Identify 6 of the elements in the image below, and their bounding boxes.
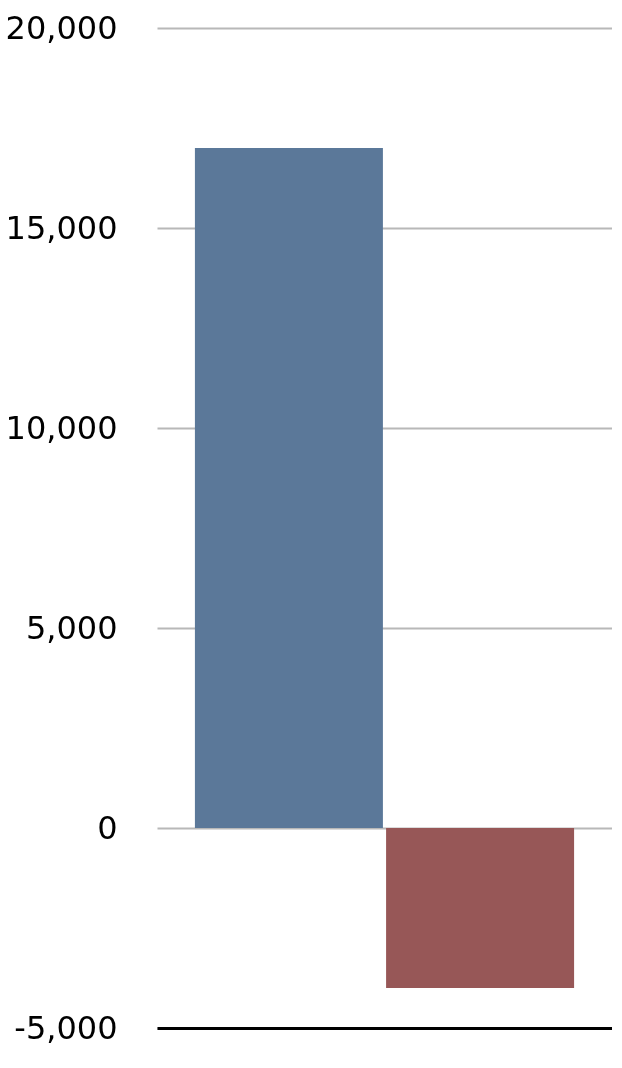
y-tick-label: -5,000 xyxy=(14,1008,118,1047)
y-tick-label: 20,000 xyxy=(5,8,118,47)
y-tick-label: 15,000 xyxy=(5,208,118,247)
y-tick-label: 10,000 xyxy=(5,408,118,447)
y-tick-label: 0 xyxy=(97,808,118,847)
y-tick-label: 5,000 xyxy=(25,608,118,647)
